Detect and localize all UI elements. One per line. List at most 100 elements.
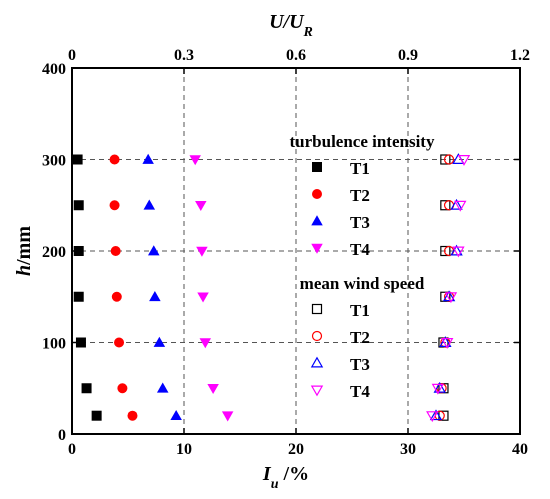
x-top-tick-label: 0.9 bbox=[398, 47, 418, 64]
x-tick-label: 30 bbox=[400, 441, 416, 458]
legend-item-mean-wind-t4: T4 bbox=[310, 382, 370, 401]
grid-layer bbox=[72, 68, 520, 434]
legend-marker bbox=[311, 243, 323, 254]
legend-group-title-turbulence-intensity: turbulence intensity bbox=[290, 132, 435, 151]
series-mean-wind-speed-t2 bbox=[434, 154, 455, 421]
legend-item-mean-wind-t1: T1 bbox=[311, 301, 370, 320]
data-point bbox=[81, 383, 92, 394]
legend-item-turbulence-t2: T2 bbox=[312, 186, 370, 205]
data-point bbox=[73, 200, 84, 211]
data-point bbox=[109, 154, 120, 165]
y-tick-label: 0 bbox=[58, 427, 66, 444]
data-point bbox=[429, 409, 443, 421]
legend-item-mean-wind-t2: T2 bbox=[311, 328, 370, 347]
marks-layer bbox=[72, 153, 471, 423]
plot-frame bbox=[71, 67, 521, 435]
x-tick-label: 40 bbox=[512, 441, 528, 458]
data-point bbox=[75, 337, 86, 348]
x-axis-title-subscript: u bbox=[271, 477, 279, 492]
y-axis-title-unit: /mm bbox=[13, 226, 35, 266]
legend: turbulence intensity mean wind speed T1 T2 T… bbox=[290, 132, 435, 401]
y-axis-title: h/mm bbox=[13, 226, 35, 276]
legend-group-title-mean-wind-speed: mean wind speed bbox=[300, 274, 425, 293]
x-axis-title-symbol: I bbox=[262, 463, 272, 485]
data-point bbox=[156, 382, 169, 393]
x-tick-label: 20 bbox=[288, 441, 304, 458]
legend-marker bbox=[310, 385, 324, 397]
x-top-tick-label: 1.2 bbox=[510, 47, 530, 64]
data-point bbox=[452, 246, 465, 258]
legend-item-mean-wind-t3: T3 bbox=[310, 355, 370, 374]
data-point bbox=[440, 200, 451, 211]
data-point bbox=[72, 154, 83, 165]
legend-label: T4 bbox=[350, 382, 370, 401]
legend-label: T3 bbox=[350, 213, 370, 232]
y-axis-title-symbol: h bbox=[13, 265, 35, 276]
data-point bbox=[439, 336, 452, 347]
data-point bbox=[73, 246, 84, 256]
data-point bbox=[197, 292, 209, 303]
x-top-axis-title-subscript: R bbox=[303, 25, 313, 40]
series-turbulence-intensity-t2 bbox=[109, 154, 138, 421]
data-point bbox=[91, 410, 102, 421]
y-tick-label: 300 bbox=[42, 153, 66, 170]
data-point bbox=[73, 291, 84, 302]
series-turbulence-intensity-t1 bbox=[72, 154, 102, 421]
data-point bbox=[426, 411, 439, 423]
legend-marker bbox=[311, 303, 323, 315]
data-point bbox=[443, 154, 455, 165]
data-point bbox=[170, 409, 182, 421]
series-mean-wind-speed-t4 bbox=[426, 155, 471, 423]
legend-label: T3 bbox=[350, 355, 370, 374]
y-tick-label: 200 bbox=[42, 244, 66, 261]
data-point bbox=[199, 338, 212, 349]
data-point bbox=[450, 198, 463, 210]
x-top-axis-title: U/UR bbox=[269, 11, 313, 40]
data-point bbox=[114, 337, 125, 348]
data-point bbox=[457, 155, 471, 166]
series-turbulence-intensity-t3 bbox=[142, 153, 182, 421]
data-point bbox=[431, 383, 445, 395]
x-top-axis-title-symbol: U/U bbox=[269, 11, 305, 33]
data-point bbox=[440, 154, 451, 165]
x-axis-title: Iu /% bbox=[262, 463, 309, 492]
data-point bbox=[109, 200, 120, 211]
data-point bbox=[195, 200, 207, 211]
series-mean-wind-speed-t1 bbox=[438, 154, 451, 421]
data-point bbox=[149, 291, 161, 302]
data-point bbox=[440, 338, 454, 349]
legend-marker bbox=[312, 189, 322, 199]
data-point bbox=[143, 199, 156, 210]
data-point bbox=[117, 383, 128, 394]
series-turbulence-intensity-t4 bbox=[189, 155, 234, 422]
data-point bbox=[127, 410, 138, 421]
legend-marker bbox=[310, 356, 324, 368]
data-point bbox=[189, 155, 201, 166]
data-point bbox=[440, 291, 451, 302]
data-point bbox=[442, 290, 456, 302]
x-tick-label: 0 bbox=[68, 441, 76, 458]
legend-item-turbulence-t3: T3 bbox=[311, 213, 370, 232]
data-point bbox=[110, 246, 121, 256]
legend-label: T4 bbox=[350, 240, 370, 259]
data-point bbox=[433, 381, 446, 393]
y-tick-label: 100 bbox=[42, 336, 66, 353]
y-tick-label: 400 bbox=[42, 61, 66, 78]
legend-item-turbulence-t1: T1 bbox=[312, 159, 370, 178]
x-tick-label: 10 bbox=[176, 441, 192, 458]
series-mean-wind-speed-t3 bbox=[429, 153, 465, 421]
legend-label: T2 bbox=[350, 328, 370, 347]
x-top-tick-label: 0.3 bbox=[174, 47, 194, 64]
legend-marker bbox=[311, 215, 323, 226]
data-point bbox=[440, 245, 451, 257]
x-top-tick-label: 0.6 bbox=[286, 47, 306, 64]
x-axis-title-unit: /% bbox=[279, 463, 310, 485]
legend-label: T1 bbox=[350, 301, 370, 320]
data-point bbox=[207, 383, 219, 394]
data-point bbox=[111, 291, 122, 302]
legend-label: T2 bbox=[350, 186, 370, 205]
data-point bbox=[142, 153, 154, 164]
data-point bbox=[444, 292, 458, 304]
legend-marker bbox=[311, 330, 323, 342]
legend-marker bbox=[312, 162, 322, 172]
